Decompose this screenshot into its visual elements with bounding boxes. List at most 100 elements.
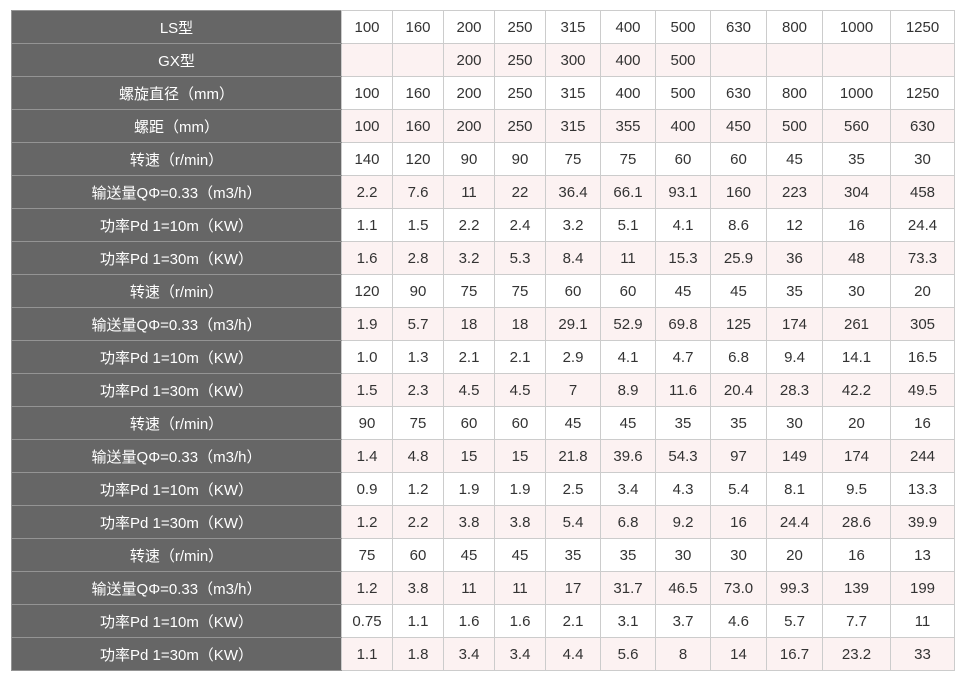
- value-cell: 60: [545, 274, 601, 308]
- value-cell: 90: [443, 142, 495, 176]
- value-cell: 1.5: [341, 373, 393, 407]
- row-label: 转速（r/min）: [11, 406, 342, 440]
- value-cell: 2.1: [494, 340, 546, 374]
- value-cell: 36.4: [545, 175, 601, 209]
- value-cell: 22: [494, 175, 546, 209]
- value-cell: 450: [710, 109, 767, 143]
- value-cell: 500: [766, 109, 823, 143]
- row-label: 功率Pd 1=10m（KW）: [11, 604, 342, 638]
- row-label: 输送量QΦ=0.33（m3/h）: [11, 439, 342, 473]
- value-cell: 7: [545, 373, 601, 407]
- value-cell: 16.5: [890, 340, 955, 374]
- value-cell: 1.5: [392, 208, 444, 242]
- value-cell: 20: [766, 538, 823, 572]
- row-label: 功率Pd 1=10m（KW）: [11, 208, 342, 242]
- value-cell: 9.5: [822, 472, 891, 506]
- value-cell: 139: [822, 571, 891, 605]
- value-cell: 400: [600, 43, 656, 77]
- table-row: 输送量QΦ=0.33（m3/h） 1.4 4.8 15 15 21.8 39.6 54.3 97…: [11, 439, 955, 473]
- value-cell: [392, 43, 444, 77]
- value-cell: 458: [890, 175, 955, 209]
- value-cell: 46.5: [655, 571, 711, 605]
- value-cell: 14: [710, 637, 767, 671]
- value-cell: 8.6: [710, 208, 767, 242]
- value-cell: 8: [655, 637, 711, 671]
- value-cell: 5.4: [710, 472, 767, 506]
- value-cell: 75: [392, 406, 444, 440]
- value-cell: 100: [341, 109, 393, 143]
- table-row: 转速（r/min） 120 90 75 75 60 60 45 45 35 30 20: [11, 274, 955, 308]
- value-cell: 35: [766, 274, 823, 308]
- value-cell: 355: [600, 109, 656, 143]
- value-cell: 1000: [822, 76, 891, 110]
- table-row: 转速（r/min） 75 60 45 45 35 35 30 30 20 16 13: [11, 538, 955, 572]
- value-cell: 3.2: [545, 208, 601, 242]
- value-cell: 5.4: [545, 505, 601, 539]
- value-cell: 16: [890, 406, 955, 440]
- value-cell: 15: [494, 439, 546, 473]
- value-cell: 1.9: [494, 472, 546, 506]
- row-label: GX型: [11, 43, 342, 77]
- value-cell: 200: [443, 43, 495, 77]
- value-cell: 16: [710, 505, 767, 539]
- value-cell: 24.4: [766, 505, 823, 539]
- value-cell: 30: [710, 538, 767, 572]
- value-cell: 15.3: [655, 241, 711, 275]
- value-cell: 49.5: [890, 373, 955, 407]
- value-cell: 3.8: [443, 505, 495, 539]
- table-row: 功率Pd 1=10m（KW） 0.9 1.2 1.9 1.9 2.5 3.4 4.3 5.4 8.…: [11, 472, 955, 506]
- value-cell: 42.2: [822, 373, 891, 407]
- row-label: 螺距（mm）: [11, 109, 342, 143]
- value-cell: 33: [890, 637, 955, 671]
- value-cell: 315: [545, 76, 601, 110]
- value-cell: 90: [494, 142, 546, 176]
- row-label: 螺旋直径（mm）: [11, 76, 342, 110]
- table-row: 功率Pd 1=30m（KW） 1.6 2.8 3.2 5.3 8.4 11 15.3 25.9 3…: [11, 241, 955, 275]
- value-cell: 1.8: [392, 637, 444, 671]
- value-cell: 200: [443, 109, 495, 143]
- spec-table-body: LS型 100 160 200 250 315 400 500 630 800 1000 1250 GX…: [11, 10, 955, 671]
- value-cell: 35: [822, 142, 891, 176]
- table-row: 功率Pd 1=30m（KW） 1.1 1.8 3.4 3.4 4.4 5.6 8 14 16.7 2…: [11, 637, 955, 671]
- value-cell: 160: [392, 76, 444, 110]
- value-cell: 11: [443, 571, 495, 605]
- value-cell: 1.2: [392, 472, 444, 506]
- value-cell: 45: [600, 406, 656, 440]
- value-cell: 0.9: [341, 472, 393, 506]
- value-cell: 250: [494, 76, 546, 110]
- value-cell: 20: [890, 274, 955, 308]
- value-cell: 25.9: [710, 241, 767, 275]
- value-cell: 2.2: [341, 175, 393, 209]
- value-cell: 1.0: [341, 340, 393, 374]
- value-cell: 30: [655, 538, 711, 572]
- value-cell: 120: [341, 274, 393, 308]
- value-cell: 35: [545, 538, 601, 572]
- value-cell: 160: [392, 109, 444, 143]
- value-cell: 149: [766, 439, 823, 473]
- value-cell: 5.7: [392, 307, 444, 341]
- value-cell: 69.8: [655, 307, 711, 341]
- value-cell: 8.9: [600, 373, 656, 407]
- table-row: 功率Pd 1=10m（KW） 1.1 1.5 2.2 2.4 3.2 5.1 4.1 8.6 12…: [11, 208, 955, 242]
- value-cell: 8.4: [545, 241, 601, 275]
- value-cell: 30: [766, 406, 823, 440]
- value-cell: 5.7: [766, 604, 823, 638]
- value-cell: 315: [545, 109, 601, 143]
- value-cell: 300: [545, 43, 601, 77]
- value-cell: 11: [600, 241, 656, 275]
- value-cell: 54.3: [655, 439, 711, 473]
- table-row: 功率Pd 1=30m（KW） 1.2 2.2 3.8 3.8 5.4 6.8 9.2 16 24.…: [11, 505, 955, 539]
- value-cell: 16: [822, 208, 891, 242]
- value-cell: [710, 43, 767, 77]
- value-cell: 45: [710, 274, 767, 308]
- row-label: 输送量QΦ=0.33（m3/h）: [11, 307, 342, 341]
- value-cell: 73.3: [890, 241, 955, 275]
- value-cell: 2.9: [545, 340, 601, 374]
- value-cell: 1.6: [341, 241, 393, 275]
- value-cell: 174: [822, 439, 891, 473]
- value-cell: 4.5: [494, 373, 546, 407]
- value-cell: 75: [545, 142, 601, 176]
- table-row: 输送量QΦ=0.33（m3/h） 1.2 3.8 11 11 17 31.7 46.5 73.0…: [11, 571, 955, 605]
- value-cell: 45: [655, 274, 711, 308]
- value-cell: 3.4: [443, 637, 495, 671]
